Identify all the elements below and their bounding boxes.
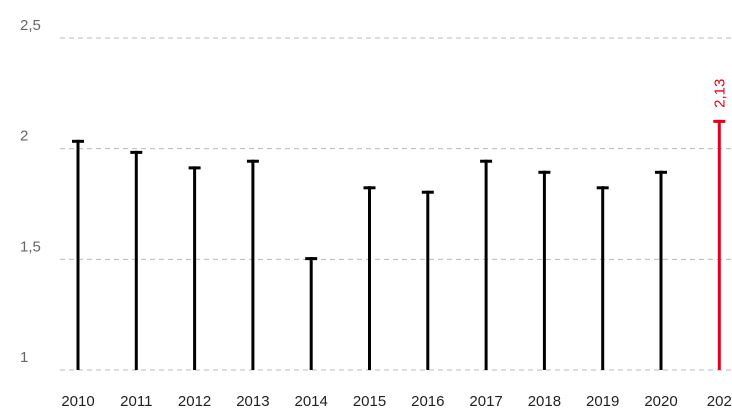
y-tick-label: 2 — [20, 128, 28, 145]
x-tick-label: 2016 — [411, 393, 444, 410]
bar — [188, 166, 201, 370]
x-tick-label: 2012 — [178, 393, 211, 410]
bar — [363, 186, 376, 370]
y-tick-label: 1 — [20, 349, 28, 366]
x-tick-label: 2015 — [353, 393, 386, 410]
x-tick-label: 2018 — [528, 393, 561, 410]
bar — [246, 159, 259, 370]
bar — [713, 119, 726, 370]
x-tick-label: 202 — [707, 393, 732, 410]
bar — [72, 139, 84, 370]
x-tick-label: 2010 — [61, 393, 94, 410]
x-tick-label: 2014 — [295, 393, 328, 410]
bar — [655, 170, 667, 370]
bar — [130, 150, 143, 370]
x-tick-label: 2013 — [236, 393, 269, 410]
bar — [421, 190, 434, 370]
y-tick-label: 1,5 — [20, 238, 41, 255]
x-tick-label: 2020 — [644, 393, 677, 410]
bar — [596, 186, 609, 370]
x-tick-label: 2017 — [469, 393, 502, 410]
y-tick-label: 2,5 — [20, 17, 41, 34]
bar — [305, 257, 318, 370]
bar — [538, 170, 551, 370]
x-tick-label: 2019 — [586, 393, 619, 410]
value-label: 2,13 — [711, 79, 728, 108]
bar — [480, 159, 493, 370]
x-tick-label: 2011 — [120, 393, 152, 410]
